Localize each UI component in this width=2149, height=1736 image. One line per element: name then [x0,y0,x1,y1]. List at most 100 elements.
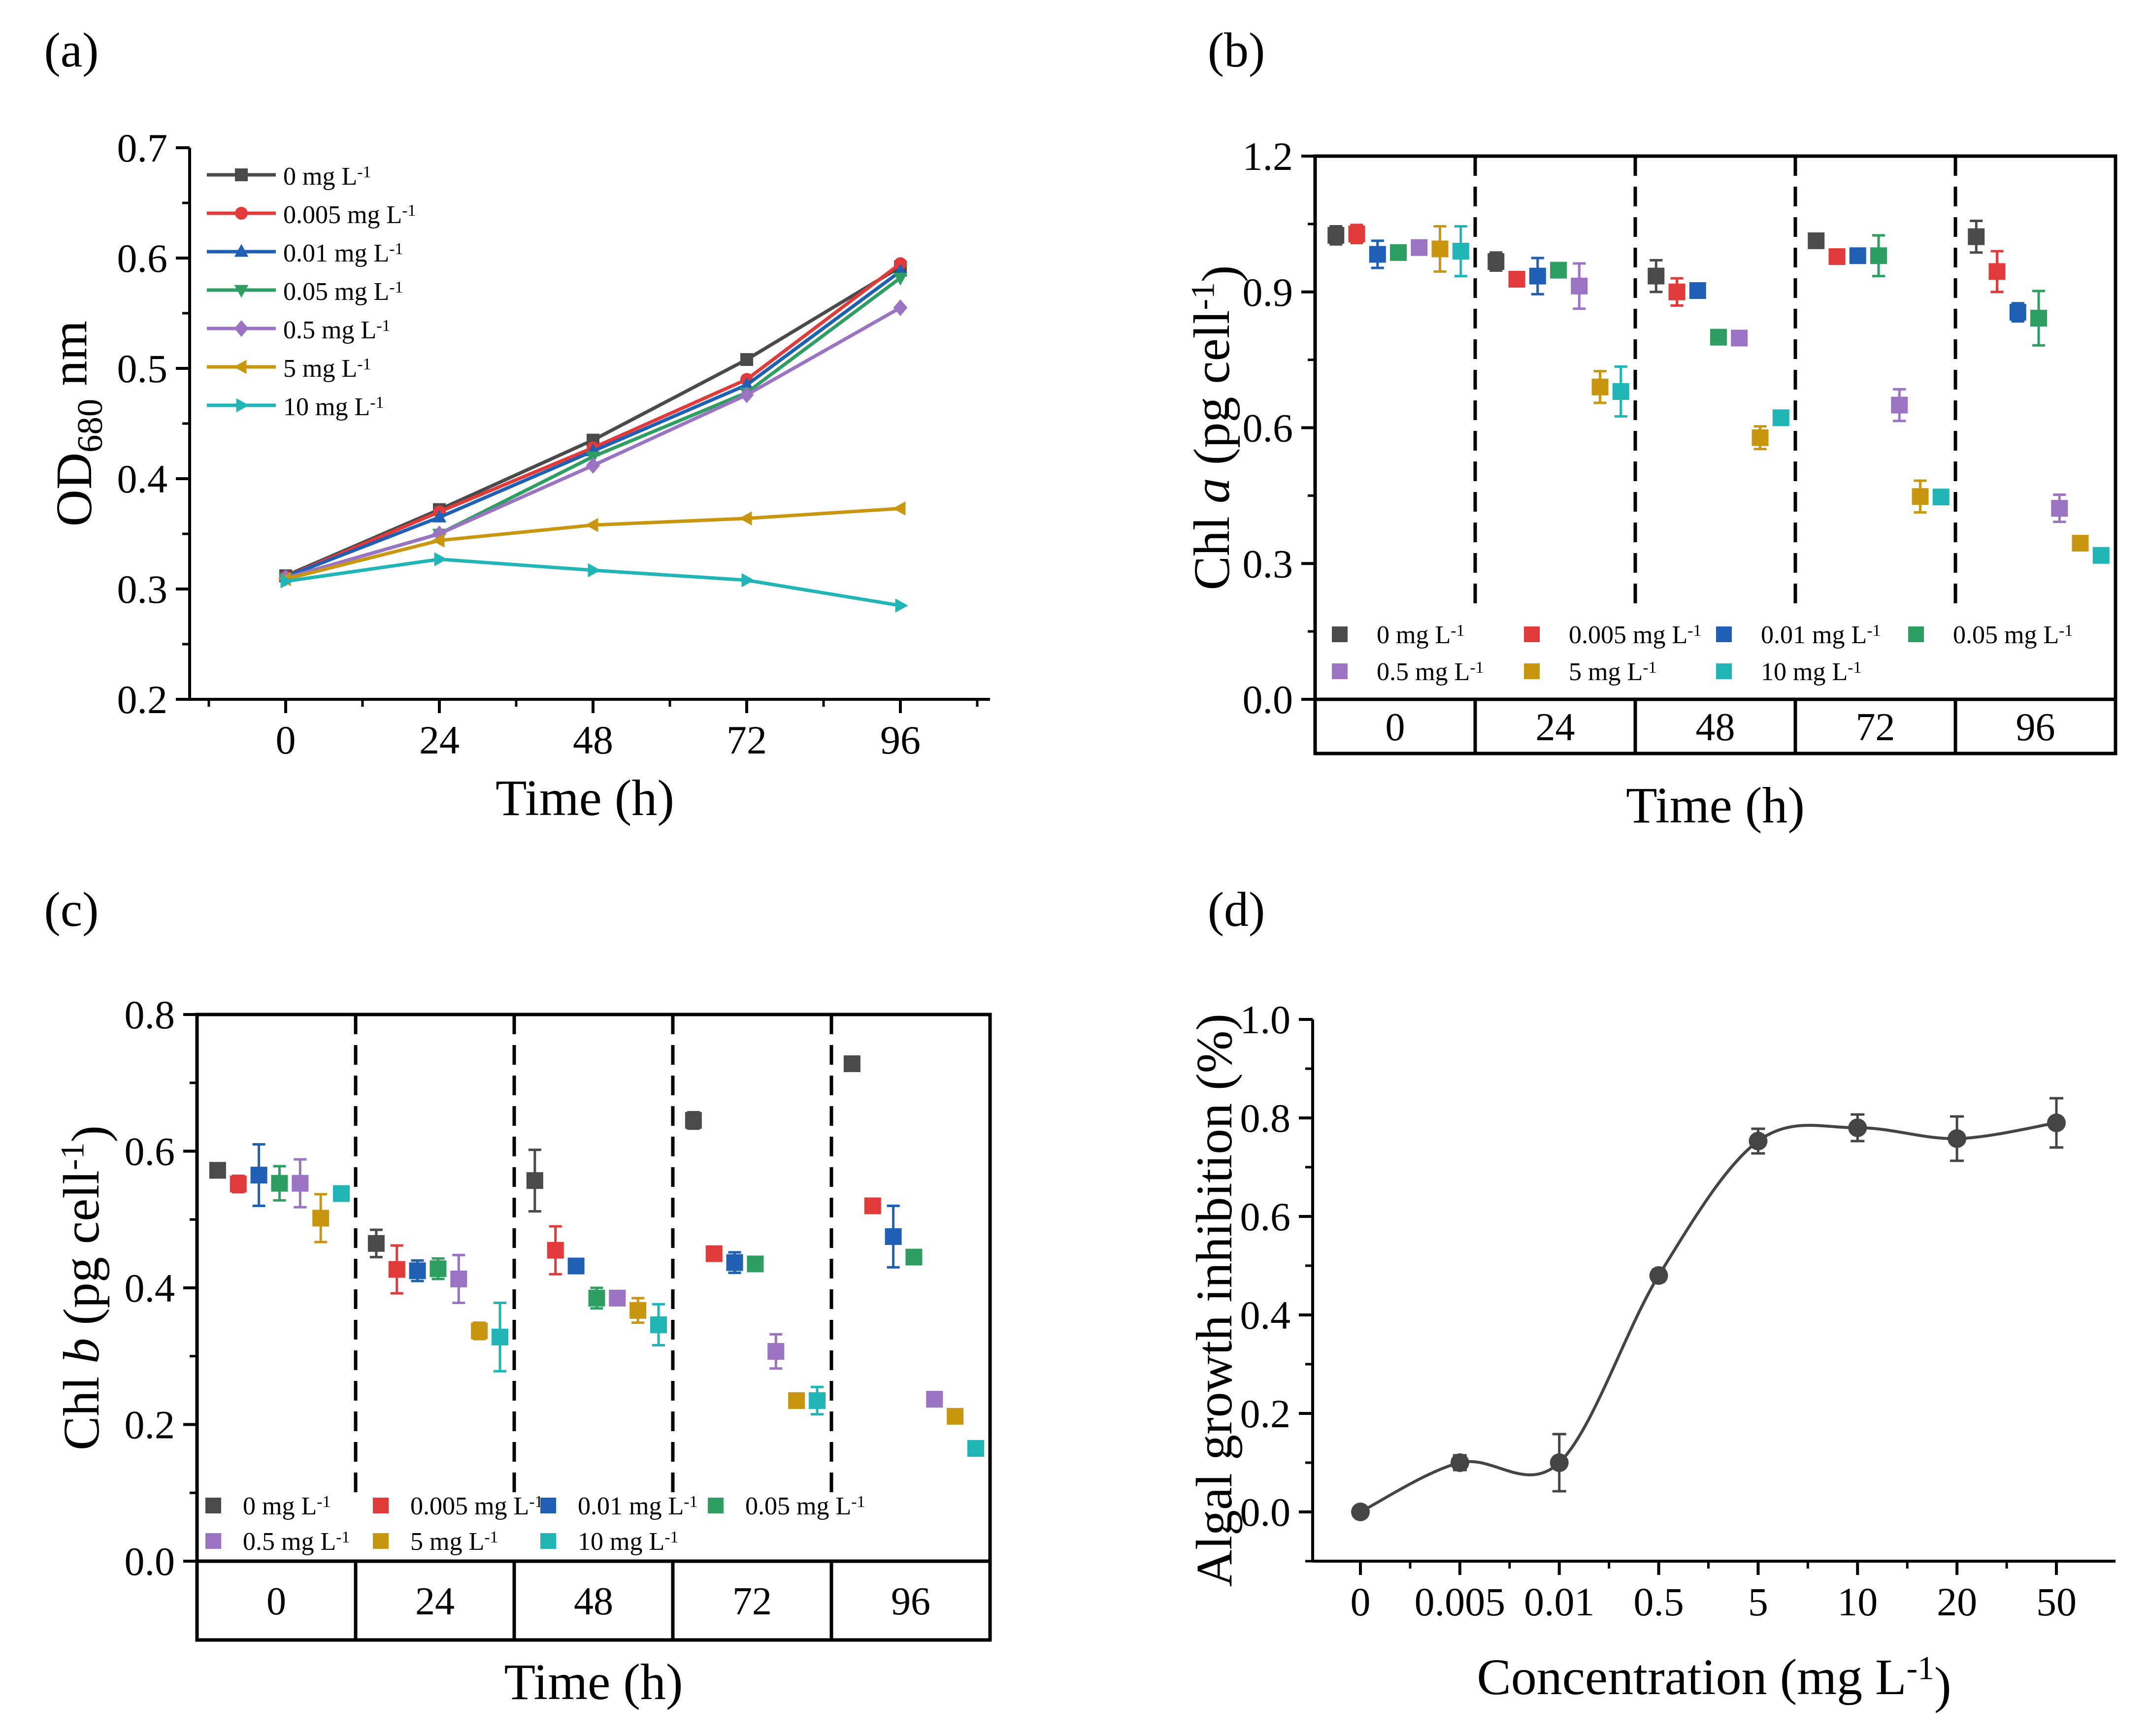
legend-label-sup: -1 [664,1528,678,1546]
data-point [609,1289,626,1307]
y-tick-label: 1.2 [1243,134,1293,179]
legend-marker [373,1533,389,1549]
category-label: 0 [1386,706,1405,749]
data-point [1648,267,1665,285]
data-point [1529,267,1546,285]
x-tick-label: 0 [1351,1579,1371,1624]
data-point [280,574,294,589]
y-tick-label: 0.4 [117,457,168,501]
data-point [1571,277,1588,295]
data-point [843,1055,860,1072]
legend-marker [540,1498,556,1513]
data-point [741,573,755,588]
category-label: 48 [574,1580,613,1623]
data-point [1450,1453,1469,1472]
y-tick-label: 0.6 [125,1129,175,1174]
legend-marker [1716,663,1732,679]
data-point [739,511,752,525]
panel-b-chl-a-chart: (b) 0.0 0.3 0.6 0.9 1.2 0 24 48 72 96 Time (h) Chl a… [1184,23,2117,834]
data-point [894,257,907,270]
data-point [705,1245,723,1262]
x-tick-label: 24 [419,718,460,762]
panel-label: (d) [1208,882,1265,937]
x-tick-label: 20 [1937,1579,1977,1624]
legend-marker [708,1498,724,1513]
x-tick-label: 0.01 [1524,1579,1595,1624]
category-label: 24 [1536,706,1575,749]
data-point [629,1302,647,1319]
data-point [2051,500,2068,517]
legend-marker [373,1498,389,1513]
data-point [650,1316,667,1333]
legend-marker [1524,663,1540,679]
legend-marker [1332,663,1348,679]
data-point [1731,329,1748,347]
legend-label-main: 10 mg L [1761,658,1848,686]
data-point [767,1343,785,1360]
data-point [2009,304,2026,321]
y-tick-label: 0.4 [1240,1293,1291,1338]
legend-label-sup: -1 [684,1493,697,1511]
data-point [809,1392,826,1409]
y-axis-title-sup: -1 [54,1143,91,1170]
legend-label-main: 0.01 mg L [283,239,389,267]
x-tick-label: 0.005 [1415,1579,1506,1624]
legend-label-sup: -1 [1643,658,1656,677]
y-axis-title-pre: Chl [53,1364,110,1450]
legend-label-sup: -1 [1470,658,1484,677]
y-axis-title-close: ) [1191,265,1248,283]
data-point [1431,240,1449,258]
y-axis-title: OD680 nm [41,321,110,526]
data-point [740,353,753,366]
legend-label: 0.05 mg L-1 [283,278,403,306]
data-point [685,1112,702,1129]
data-point [2092,547,2110,564]
y-tick-label: 0.8 [125,992,175,1037]
y-tick-label: 0.9 [1243,270,1293,315]
y-tick-label: 0.3 [1243,541,1293,586]
data-point [905,1248,923,1266]
data-point [788,1392,805,1409]
data-point [1390,244,1407,261]
data-point [230,1176,247,1193]
legend-label-main: 0 mg L [283,163,357,191]
data-point [1550,262,1567,279]
legend-label-main: 0.005 mg L [1569,621,1687,649]
legend-marker [236,398,249,413]
data-point [1772,409,1789,426]
legend-marker [233,360,247,374]
legend-label-main: 0.01 mg L [1761,621,1867,649]
data-point [471,1322,488,1340]
x-tick-label: 72 [727,718,767,762]
legend-label-sup: -1 [317,1493,331,1511]
data-point [1849,247,1866,264]
y-axis-title: Chl a (pg cell-1) [1184,265,1248,590]
legend-marker [234,320,249,337]
x-tick-label: 10 [1837,1579,1878,1624]
data-point [333,1185,350,1202]
x-axis-title: Concentration (mg L-1) [1477,1649,1951,1713]
category-label: 96 [2016,706,2055,749]
legend-label: 0.05 mg L-1 [745,1492,865,1520]
data-point [567,1257,585,1275]
data-point [947,1408,964,1425]
legend-label-main: 0.005 mg L [410,1492,529,1520]
legend-marker [235,207,248,220]
data-point [885,1228,902,1245]
x-axis-title: Time (h) [1626,777,1805,834]
y-axis-title-tail: nm [41,321,98,399]
y-axis-title-pre: Chl [1184,503,1240,590]
legend-label-main: 10 mg L [283,393,370,421]
y-axis-title: Algal growth inhibition (%) [1186,1014,1243,1587]
data-point [1550,1453,1569,1472]
legend-label-main: 5 mg L [410,1528,484,1556]
legend-label: 0 mg L-1 [243,1492,331,1520]
data-point [250,1167,267,1184]
legend-label-main: 0.5 mg L [1377,658,1470,686]
data-point [526,1172,543,1189]
legend-label: 0.005 mg L-1 [283,201,416,229]
legend-label-sup: -1 [376,317,390,335]
data-point [1689,282,1706,299]
panel-d-inhibition-chart: (d) 0.0 0.2 0.4 0.6 0.8 1.0 0 0.005 0.01 0.5 5 10 20 5… [1186,882,2116,1713]
legend-label-sup: -1 [1848,658,1861,677]
